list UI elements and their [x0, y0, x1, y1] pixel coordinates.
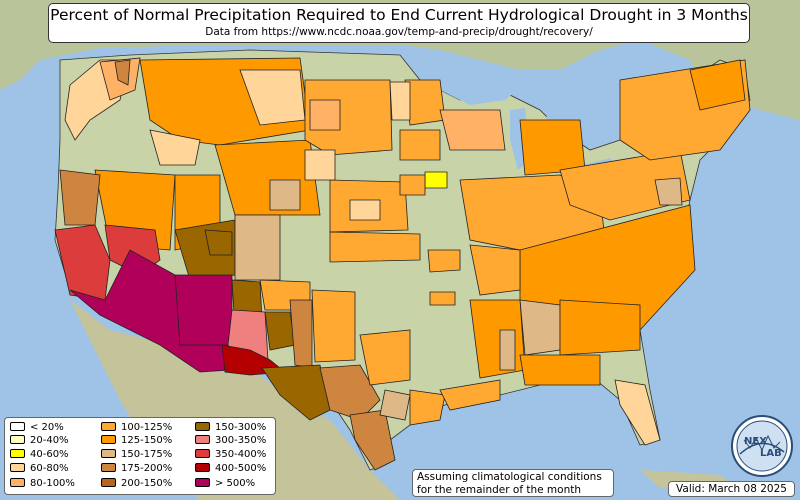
legend-swatch: [195, 477, 210, 487]
legend-item: 200-150%: [101, 477, 173, 490]
legend-label: 125-150%: [121, 435, 173, 446]
legend-swatch: [195, 448, 210, 458]
legend-label: 400-500%: [215, 463, 267, 474]
legend-item: 100-125%: [101, 421, 173, 434]
legend-item: < 20%: [10, 421, 64, 434]
legend-swatch: [101, 477, 116, 487]
legend-label: 150-175%: [121, 449, 173, 460]
legend-item: > 500%: [195, 477, 256, 490]
legend-swatch: [101, 448, 116, 458]
note-line-1: Assuming climatological conditions: [417, 471, 602, 483]
legend-item: 300-350%: [195, 434, 267, 447]
legend-label: 100-125%: [121, 422, 173, 433]
legend-swatch: [101, 434, 116, 444]
map-subtitle: Data from https://www.ncdc.noaa.gov/temp…: [205, 26, 593, 38]
legend-item: 150-300%: [195, 421, 267, 434]
legend-label: < 20%: [30, 422, 64, 433]
legend-swatch: [195, 462, 210, 472]
assumption-note: Assuming climatological conditions for t…: [412, 469, 614, 497]
legend-label: 350-400%: [215, 449, 267, 460]
legend-label: 150-300%: [215, 422, 267, 433]
legend-swatch: [195, 434, 210, 444]
legend-item: 60-80%: [10, 462, 69, 475]
map-title: Percent of Normal Precipitation Required…: [50, 6, 748, 24]
legend-swatch: [10, 477, 25, 487]
legend-item: 80-100%: [10, 477, 75, 490]
legend-label: 20-40%: [30, 435, 69, 446]
legend-label: > 500%: [215, 478, 256, 489]
legend-swatch: [10, 448, 25, 458]
legend: < 20% 20-40% 40-60% 60-80% 80-100% 100-1…: [4, 417, 276, 495]
legend-swatch: [101, 421, 116, 431]
legend-swatch: [10, 434, 25, 444]
nexlab-logo: NEX LAB: [731, 415, 793, 477]
legend-swatch: [101, 462, 116, 472]
legend-item: 350-400%: [195, 448, 267, 461]
legend-item: 150-175%: [101, 448, 173, 461]
legend-swatch: [10, 462, 25, 472]
title-box: Percent of Normal Precipitation Required…: [48, 3, 750, 43]
legend-item: 125-150%: [101, 434, 173, 447]
legend-swatch: [195, 421, 210, 431]
legend-item: 400-500%: [195, 462, 267, 475]
legend-label: 300-350%: [215, 435, 267, 446]
legend-label: 60-80%: [30, 463, 69, 474]
legend-label: 175-200%: [121, 463, 173, 474]
legend-label: 40-60%: [30, 449, 69, 460]
note-line-2: for the remainder of the month: [417, 483, 582, 496]
legend-item: 20-40%: [10, 434, 69, 447]
legend-label: 200-150%: [121, 478, 173, 489]
legend-label: 80-100%: [30, 478, 75, 489]
lake-superior: [440, 80, 520, 105]
logo-text-bottom: LAB: [760, 448, 782, 459]
valid-date: Valid: March 08 2025: [668, 481, 795, 497]
legend-item: 40-60%: [10, 448, 69, 461]
legend-swatch: [10, 421, 25, 431]
logo-text-top: NEX: [744, 436, 767, 447]
legend-item: 175-200%: [101, 462, 173, 475]
drought-regions: [54, 57, 751, 471]
